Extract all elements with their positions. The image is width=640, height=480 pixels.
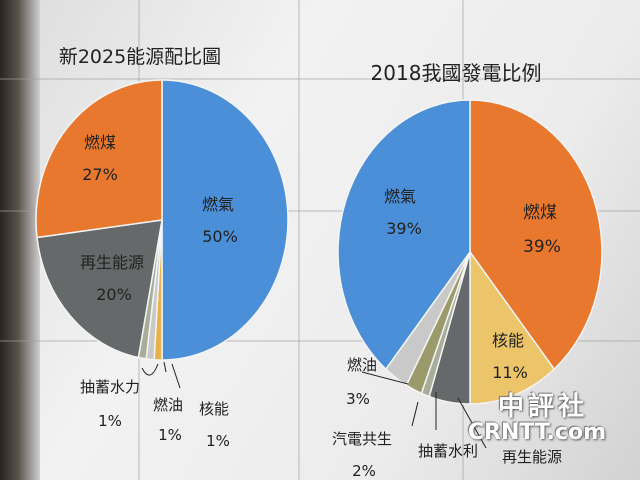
chart-2-label-nuclear: 核能 (492, 331, 524, 350)
panel-seam (298, 0, 300, 480)
chart-2-label-gas: 燃氣 (384, 187, 416, 206)
chart-2-title: 2018我國發電比例 (371, 61, 542, 85)
pie-chart-2025 (35, 79, 289, 361)
chart-1-value-gas: 50% (202, 227, 238, 246)
chart-2-label-pumped-hydro: 抽蓄水利 (418, 442, 478, 460)
chart-1-leader-oil (163, 361, 167, 373)
chart-1-title: 新2025能源配比圖 (59, 46, 221, 68)
chart-1-value-coal: 27% (82, 165, 118, 184)
chart-2-slice-0 (469, 99, 603, 371)
chart-1-label-coal: 燃煤 (84, 133, 116, 152)
chart-1-slice-5 (35, 79, 163, 239)
chart-2-label-renewable: 再生能源 (502, 448, 562, 466)
chart-2-value-nuclear: 11% (492, 363, 528, 382)
chart-1-value-pumped-hydro: 1% (98, 412, 122, 430)
chart-2-leader-cogeneration (411, 401, 419, 427)
panel-seam (0, 78, 640, 80)
chart-2-label-oil: 燃油 (347, 356, 377, 374)
chart-2-leader-oil (361, 371, 409, 385)
chart-2-value-coal: 39% (523, 237, 561, 257)
chart-2-label-coal: 燃煤 (523, 203, 557, 223)
watermark-chinese: 中評社 (497, 392, 588, 422)
panel-seam (0, 340, 640, 342)
chart-1-label-renewable: 再生能源 (80, 253, 144, 272)
watermark-english: CRNTT.com (467, 420, 606, 445)
chart-2-slice-6 (337, 99, 471, 371)
chart-2-value-gas: 39% (386, 219, 422, 238)
chart-1-leader-nuclear (171, 363, 181, 389)
panel-seam (0, 210, 640, 212)
chart-2-slice-1 (469, 249, 556, 405)
chart-2-label-cogeneration: 汽電共生 (332, 430, 392, 448)
chart-1-label-nuclear: 核能 (199, 400, 229, 418)
pie-chart-2018 (337, 99, 603, 405)
chart-2-value-oil: 3% (346, 390, 370, 408)
chart-1-value-oil: 1% (158, 426, 182, 444)
chart-1-label-pumped-hydro: 抽蓄水力 (80, 378, 140, 396)
chart-1-slice-0 (161, 79, 289, 361)
chart-2-value-cogeneration: 2% (352, 462, 376, 480)
chart-1-leader-pumped-hydro (141, 363, 159, 376)
chart-1-label-oil: 燃油 (153, 396, 183, 414)
chart-1-value-renewable: 20% (96, 285, 132, 304)
screen-frame-edge (0, 0, 40, 480)
chart-1-label-gas: 燃氣 (202, 195, 234, 214)
chart-1-value-nuclear: 1% (206, 432, 230, 450)
chart-1-slice-4 (36, 219, 163, 359)
chart-2-leader-renewable (457, 397, 487, 449)
